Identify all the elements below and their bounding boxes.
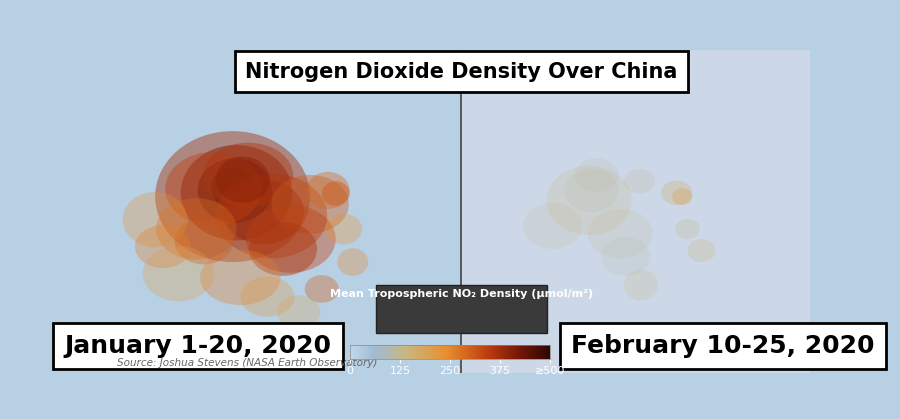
FancyBboxPatch shape: [376, 285, 546, 333]
Ellipse shape: [523, 203, 582, 249]
Ellipse shape: [246, 205, 336, 273]
Ellipse shape: [156, 198, 237, 260]
Ellipse shape: [249, 222, 317, 276]
Ellipse shape: [272, 175, 349, 233]
Ellipse shape: [546, 166, 632, 235]
Ellipse shape: [601, 238, 651, 276]
Ellipse shape: [200, 250, 281, 305]
Ellipse shape: [166, 152, 261, 226]
Ellipse shape: [155, 131, 310, 262]
Ellipse shape: [175, 218, 233, 264]
Ellipse shape: [306, 172, 349, 209]
Ellipse shape: [216, 157, 270, 203]
Text: Nitrogen Dioxide Density Over China: Nitrogen Dioxide Density Over China: [245, 62, 678, 82]
Ellipse shape: [135, 225, 191, 268]
Ellipse shape: [322, 181, 349, 206]
Ellipse shape: [305, 275, 338, 303]
Ellipse shape: [662, 181, 692, 205]
Ellipse shape: [675, 219, 700, 239]
Ellipse shape: [181, 145, 292, 241]
Ellipse shape: [672, 188, 692, 205]
Ellipse shape: [624, 270, 658, 300]
Ellipse shape: [575, 158, 618, 192]
Ellipse shape: [325, 214, 362, 244]
Ellipse shape: [240, 277, 294, 317]
Ellipse shape: [216, 173, 328, 258]
Ellipse shape: [338, 248, 368, 276]
Text: Source: Joshua Stevens (NASA Earth Observatory): Source: Joshua Stevens (NASA Earth Obser…: [117, 358, 377, 368]
Ellipse shape: [198, 158, 272, 223]
Text: January 1-20, 2020: January 1-20, 2020: [64, 334, 331, 358]
Ellipse shape: [143, 246, 214, 301]
Ellipse shape: [688, 239, 716, 262]
Text: February 10-25, 2020: February 10-25, 2020: [572, 334, 875, 358]
Ellipse shape: [564, 169, 618, 212]
Ellipse shape: [624, 169, 655, 194]
Text: Mean Tropospheric NO₂ Density (μmol/m²): Mean Tropospheric NO₂ Density (μmol/m²): [329, 290, 593, 299]
Ellipse shape: [211, 167, 255, 207]
Ellipse shape: [122, 192, 188, 247]
Ellipse shape: [588, 209, 652, 258]
Ellipse shape: [277, 295, 320, 329]
FancyBboxPatch shape: [461, 50, 810, 373]
Ellipse shape: [223, 180, 304, 244]
Ellipse shape: [203, 143, 293, 207]
